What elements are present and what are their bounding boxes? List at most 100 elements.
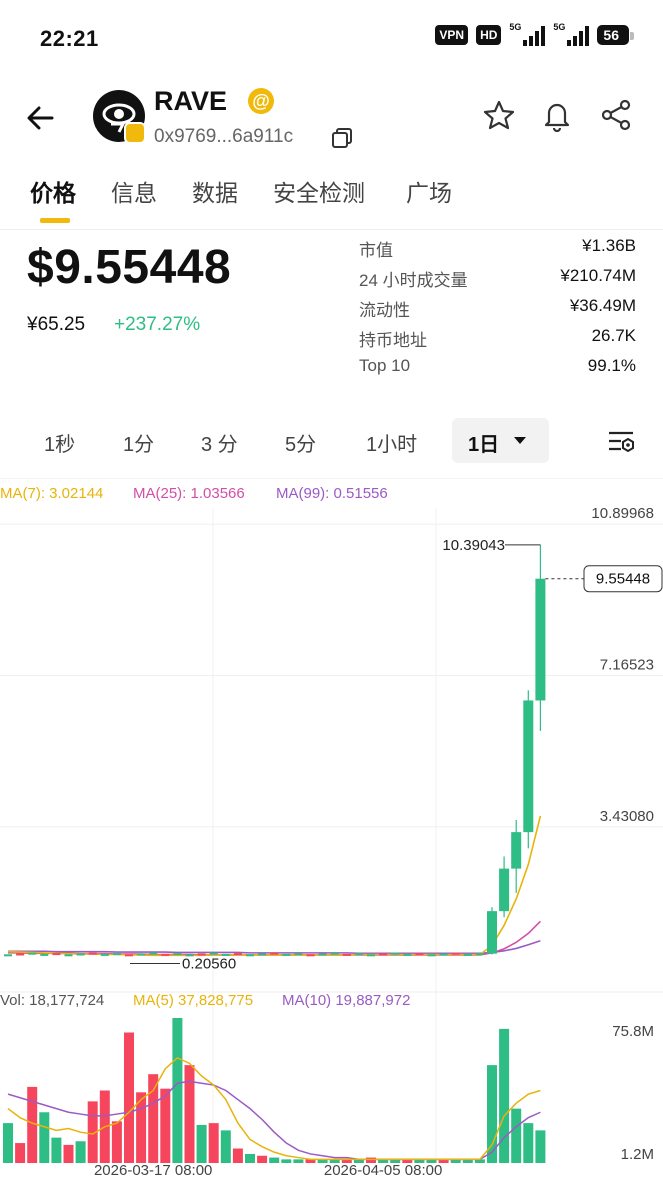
volume-bar	[341, 1159, 352, 1163]
candle	[282, 953, 291, 956]
back-arrow-icon[interactable]	[22, 98, 62, 138]
candle	[4, 954, 12, 957]
stat-value: 99.1%	[587, 356, 636, 375]
candle	[52, 953, 61, 956]
chain-badge-icon	[124, 122, 146, 144]
x-axis-label: 2026-03-17 08:00	[94, 1162, 212, 1179]
interval-1d-dropdown[interactable]: 1日	[452, 418, 549, 463]
volume-bar	[3, 1123, 13, 1163]
candle	[367, 954, 375, 957]
volume-bar	[487, 1065, 497, 1163]
copy-icon[interactable]	[330, 126, 354, 150]
low-price-label: 0.20560	[182, 956, 236, 973]
candle	[76, 953, 85, 956]
volume-bar	[148, 1074, 159, 1163]
volume-bar	[450, 1159, 461, 1163]
tab-security[interactable]: 安全检测	[273, 180, 365, 206]
volume-bar	[87, 1101, 98, 1163]
stats-panel: 市值 ¥1.36B 24 小时成交量 ¥210.74M 流动性 ¥36.49M …	[359, 236, 636, 386]
stat-label: 24 小时成交量	[359, 271, 468, 290]
candle	[427, 954, 436, 957]
candle	[40, 953, 49, 956]
candle	[523, 700, 534, 833]
candle	[403, 953, 412, 956]
bell-icon[interactable]	[540, 98, 574, 132]
current-price-box	[583, 565, 663, 593]
token-name: RAVE	[154, 86, 228, 116]
tab-square[interactable]: 广场	[406, 180, 452, 206]
legend-ma25: MA(25): 1.03566	[133, 485, 245, 502]
star-icon[interactable]	[482, 98, 516, 132]
chart-settings-icon[interactable]	[606, 426, 636, 456]
candle	[221, 953, 230, 956]
candle	[379, 953, 388, 956]
contract-address: 0x9769...6a911c	[154, 126, 294, 147]
candle	[137, 953, 146, 956]
share-icon[interactable]	[599, 98, 633, 132]
volume-tick-label: 1.2M	[621, 1146, 654, 1163]
volume-bar	[462, 1159, 473, 1163]
candle	[161, 953, 170, 956]
volume-bar	[474, 1159, 485, 1163]
battery-icon: 56	[597, 25, 634, 45]
volume-bar	[535, 1130, 546, 1163]
status-bar: 22:21 VPN HD 5G 5G 56	[0, 0, 663, 70]
interval-1m[interactable]: 1分	[123, 434, 155, 456]
at-icon[interactable]: @	[248, 88, 274, 114]
stat-label: 持币地址	[359, 331, 427, 350]
tab-info[interactable]: 信息	[111, 180, 157, 206]
volume-ma5-line	[7, 1056, 541, 1161]
candle	[258, 953, 267, 956]
x-axis-label: 2026-04-05 08:00	[324, 1162, 442, 1179]
candle	[511, 832, 522, 869]
price-cny: ¥65.25	[27, 314, 86, 335]
volume-bar	[329, 1159, 340, 1163]
volume-bar	[39, 1112, 50, 1163]
price-chart[interactable]: 10.89968 7.16523 3.43080 MA(7): 3.02144 MA…	[0, 477, 663, 1193]
interval-1s[interactable]: 1秒	[44, 434, 76, 456]
stat-top10: Top 10 99.1%	[359, 356, 636, 386]
candle	[499, 868, 510, 912]
volume-bar	[499, 1028, 510, 1163]
tab-price[interactable]: 价格	[30, 180, 76, 206]
candle	[64, 954, 73, 957]
candle	[330, 952, 339, 955]
legend-ma99: MA(99): 0.51556	[276, 485, 388, 502]
stat-value: ¥36.49M	[569, 296, 636, 315]
candle	[100, 953, 109, 956]
volume-bar	[390, 1159, 401, 1163]
ma99-line	[8, 939, 541, 955]
volume-legend: Vol: 18,177,724	[0, 992, 104, 1009]
interval-1h[interactable]: 1小时	[366, 434, 418, 456]
stat-value: ¥1.36B	[582, 236, 636, 255]
volume-bar	[281, 1159, 292, 1163]
stat-label: 流动性	[359, 301, 410, 320]
interval-3m[interactable]: 3 分	[201, 434, 238, 456]
volume-tick-label: 75.8M	[612, 1023, 654, 1040]
volume-bar	[523, 1123, 534, 1163]
volume-bar	[269, 1157, 280, 1163]
volume-bar	[353, 1159, 364, 1163]
high-price-label: 10.39043	[442, 537, 505, 554]
candle	[294, 953, 303, 956]
tab-data[interactable]: 数据	[192, 180, 238, 206]
volume-bar	[511, 1108, 522, 1163]
interval-5m[interactable]: 5分	[285, 434, 317, 456]
status-time: 22:21	[40, 26, 99, 51]
candle	[439, 953, 448, 956]
volume-bar	[75, 1141, 86, 1163]
price-change: +237.27%	[114, 314, 201, 335]
candle	[112, 953, 121, 956]
stat-liquidity: 流动性 ¥36.49M	[359, 296, 636, 326]
price-usd: $9.55448	[27, 241, 232, 294]
candle	[125, 954, 133, 957]
volume-bar	[111, 1121, 122, 1163]
candle	[451, 952, 460, 955]
chevron-down-icon	[514, 437, 526, 444]
candle	[185, 954, 194, 957]
candlestick-chart[interactable]: 10.89968 7.16523 3.43080 MA(7): 3.02144 MA…	[0, 477, 663, 1193]
volume-bar	[245, 1153, 255, 1163]
status-icons: VPN HD 5G 5G 56	[435, 22, 634, 46]
volume-bar	[124, 1032, 134, 1163]
interval-active-label: 1日	[468, 434, 500, 456]
